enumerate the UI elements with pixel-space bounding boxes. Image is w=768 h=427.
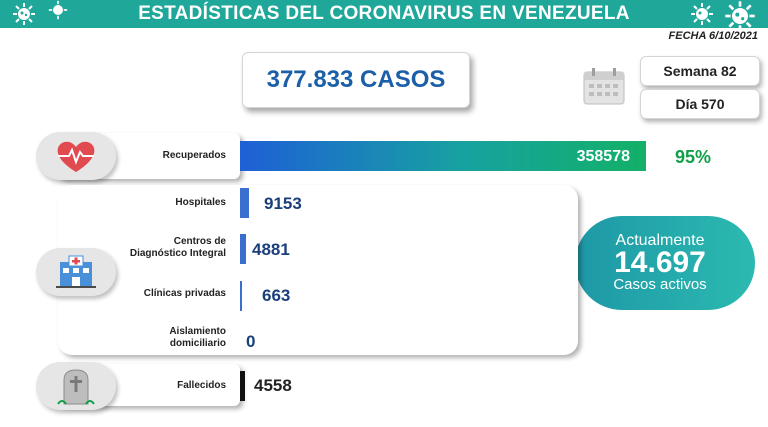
active-subtitle: Casos activos xyxy=(613,276,707,293)
virus-icon xyxy=(13,3,35,25)
home-isolation-value: 0 xyxy=(246,332,256,351)
clinics-value: 663 xyxy=(262,286,291,305)
day-number: Día 570 xyxy=(640,89,760,119)
home-isolation-label-line2: domiciliario xyxy=(169,338,226,349)
page-title: ESTADÍSTICAS DEL CORONAVIRUS EN VENEZUEL… xyxy=(138,3,630,24)
tombstone-icon xyxy=(57,369,95,405)
cdi-bar xyxy=(240,234,246,264)
recovered-value: 358578 xyxy=(576,148,630,165)
calendar-icon xyxy=(583,68,625,105)
total-cases: 377.833 CASOS xyxy=(266,66,446,93)
hospitals-bar xyxy=(240,188,249,218)
week-number: Semana 82 xyxy=(640,56,760,86)
recovered-icon-circle xyxy=(36,132,116,180)
deceased-bar xyxy=(240,371,245,401)
hospitals-label: Hospitales xyxy=(175,197,226,208)
virus-icon xyxy=(725,1,755,31)
clinics-bar xyxy=(240,281,242,311)
cdi-value: 4881 xyxy=(252,240,290,259)
recovered-label: Recuperados xyxy=(162,150,226,161)
total-cases-box: 377.833 CASOS xyxy=(242,52,470,108)
cdi-label-line1: Centros de xyxy=(173,236,226,247)
deceased-label: Fallecidos xyxy=(177,380,226,391)
recovered-bar xyxy=(240,141,646,171)
active-title: Actualmente xyxy=(615,232,705,249)
cdi-label-line2: Diagnóstico Integral xyxy=(129,248,226,259)
virus-icon xyxy=(691,3,713,25)
report-date: FECHA 6/10/2021 xyxy=(668,30,758,42)
heart-icon xyxy=(57,141,95,172)
facilities-panel xyxy=(58,185,578,355)
active-number: 14.697 xyxy=(614,246,706,279)
active-cases-pill xyxy=(575,216,755,310)
recovered-percent: 95% xyxy=(675,147,712,167)
hospitals-value: 9153 xyxy=(264,194,302,213)
facilities-icon-circle xyxy=(36,248,116,296)
virus-icon xyxy=(48,0,68,20)
hospital-icon xyxy=(56,255,96,288)
header-banner xyxy=(0,0,768,28)
home-isolation-label-line1: Aislamiento xyxy=(169,326,226,337)
clinics-label: Clínicas privadas xyxy=(143,288,226,299)
deceased-value: 4558 xyxy=(254,376,292,395)
deceased-icon-circle xyxy=(36,362,116,410)
